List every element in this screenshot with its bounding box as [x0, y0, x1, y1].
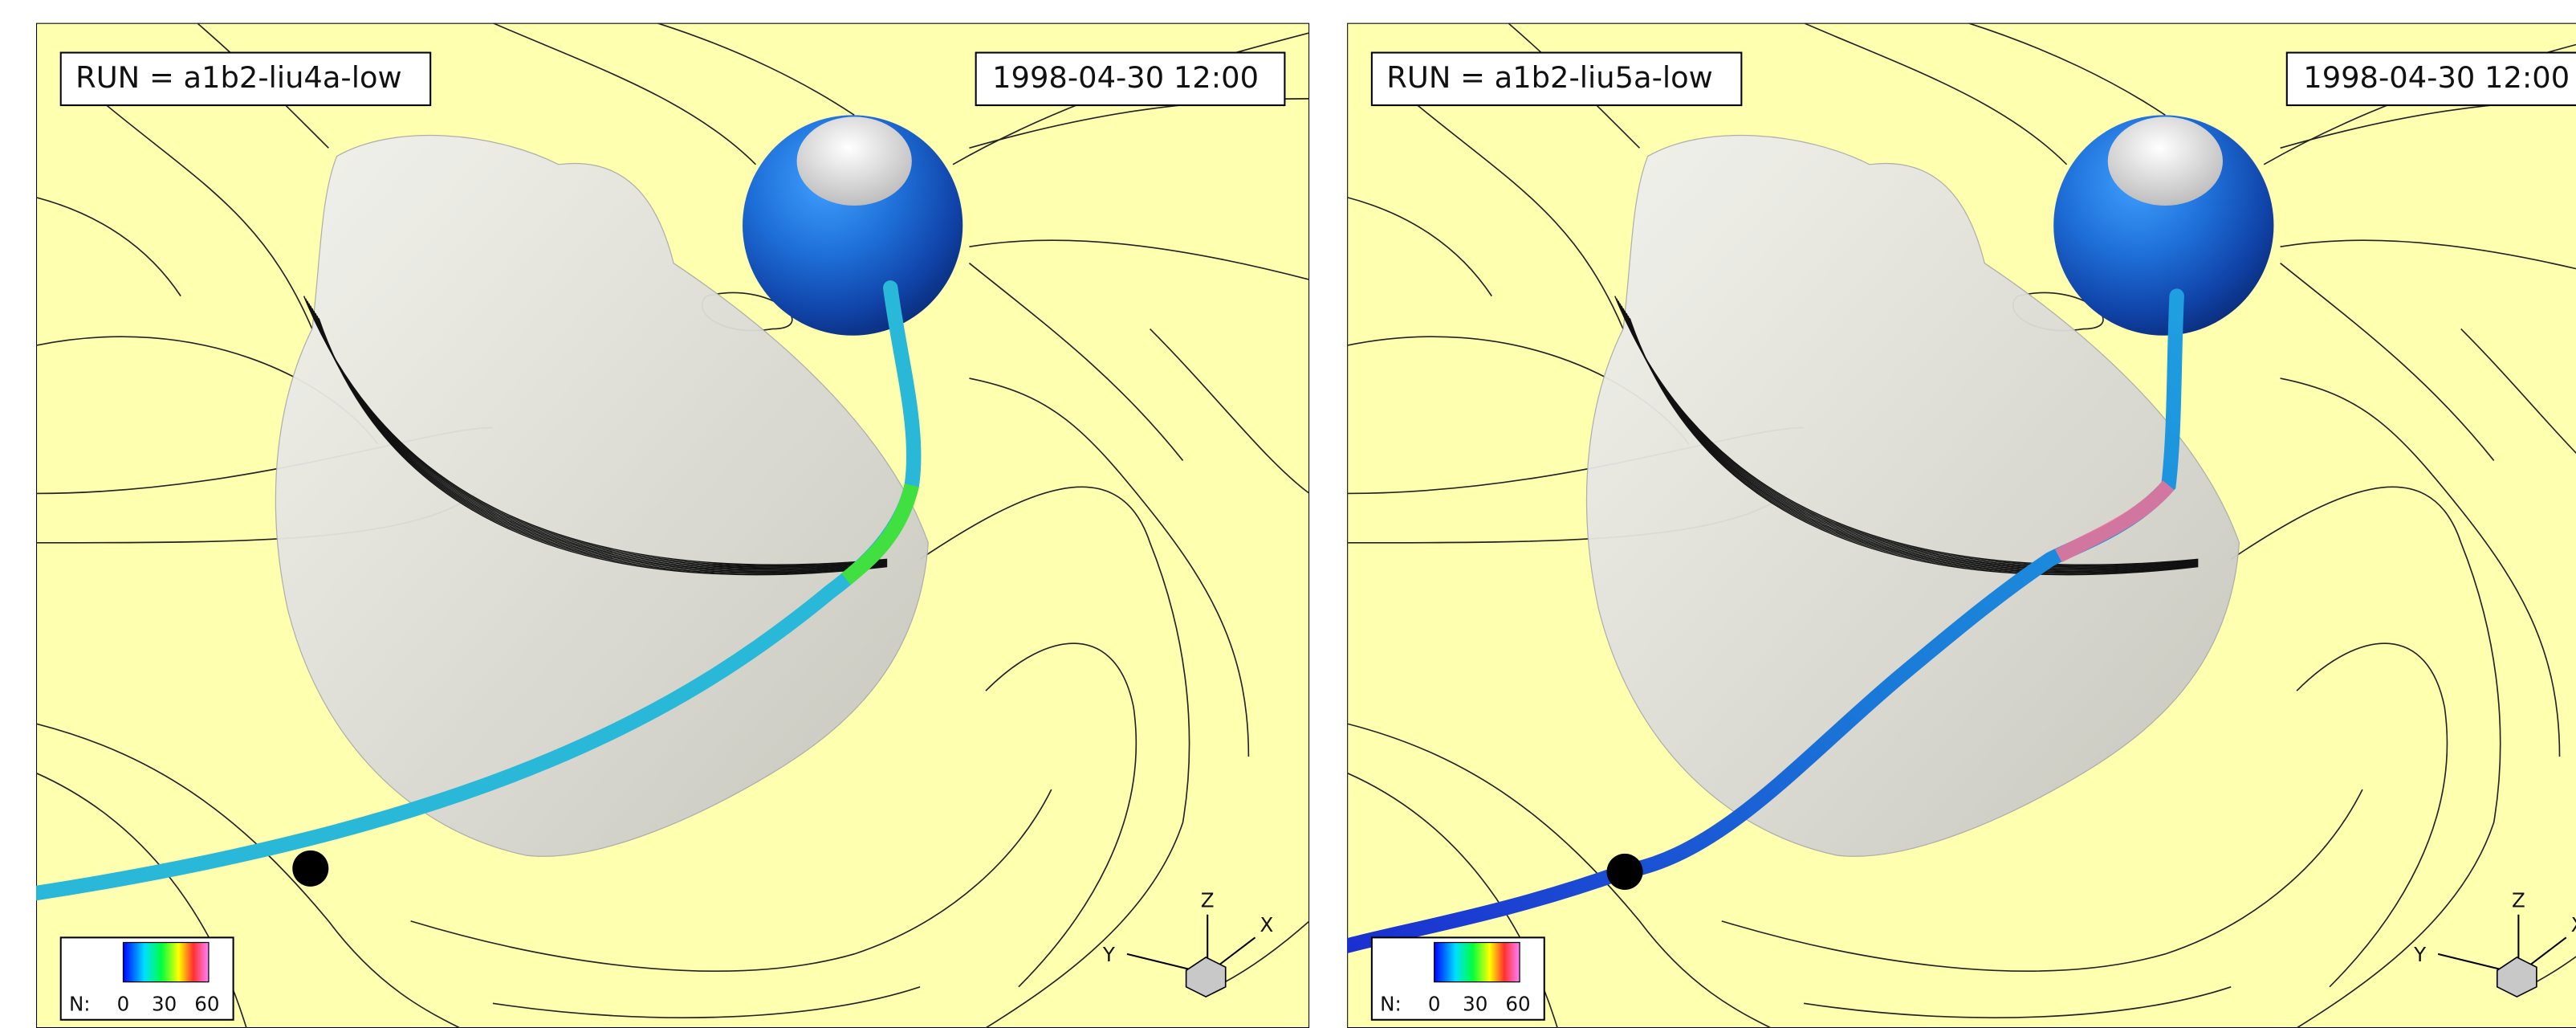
- legend-tick: 30: [1463, 992, 1487, 1015]
- marker: [1607, 854, 1643, 890]
- legend-colorbar: [1435, 943, 1520, 982]
- run-label: RUN = a1b2-liu5a-low: [1386, 60, 1712, 95]
- legend-colorbar: [123, 943, 208, 982]
- timestamp: 1998-04-30 12:00: [2303, 60, 2570, 95]
- legend-label: N:: [69, 992, 91, 1015]
- marker: [292, 851, 328, 887]
- axis-z-label: Z: [1201, 888, 1215, 912]
- planet-cap: [797, 116, 912, 206]
- legend-tick: 0: [1428, 992, 1441, 1015]
- timestamp: 1998-04-30 12:00: [992, 60, 1259, 95]
- axis-x-label: X: [1260, 913, 1273, 936]
- run-label: RUN = a1b2-liu4a-low: [75, 60, 401, 95]
- legend-tick: 30: [152, 992, 177, 1015]
- legend-label: N:: [1380, 992, 1402, 1015]
- planet-cap: [2108, 116, 2223, 206]
- legend-tick: 60: [1505, 992, 1530, 1015]
- legend-tick: 60: [194, 992, 219, 1015]
- axis-y-label: Y: [2413, 943, 2427, 966]
- axis-z-label: Z: [2512, 888, 2525, 912]
- axis-y-label: Y: [1102, 943, 1116, 966]
- visualization: RUN = a1b2-liu4a-low1998-04-30 12:00N:03…: [0, 0, 2576, 1028]
- legend-tick: 0: [117, 992, 130, 1015]
- axis-x-label: X: [2571, 913, 2576, 936]
- screenshot: RUN = a1b2-liu4a-low1998-04-30 12:00N:03…: [0, 0, 2576, 1028]
